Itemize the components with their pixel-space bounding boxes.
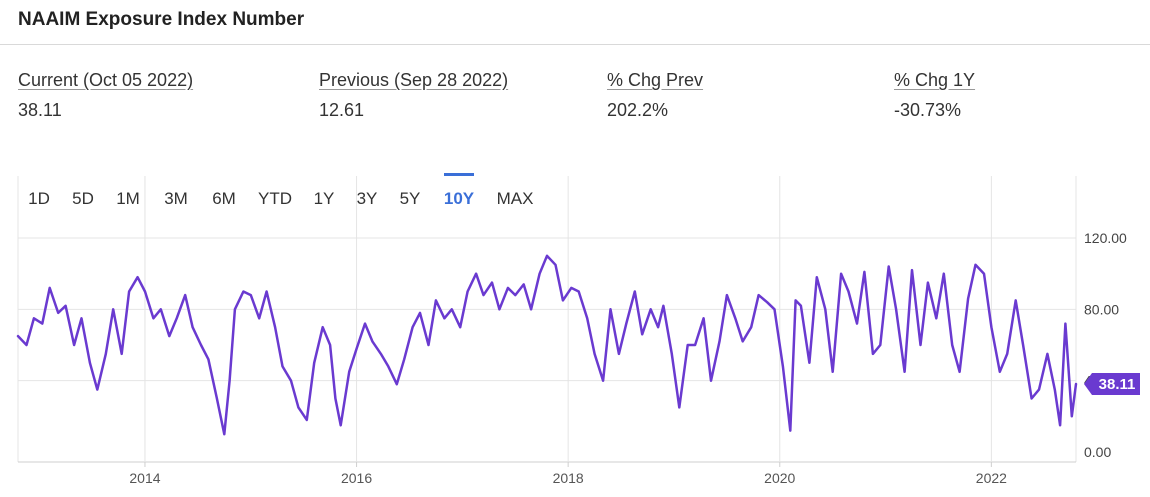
stat-chg-prev: % Chg Prev 202.2%	[607, 70, 703, 121]
range-button-max[interactable]: MAX	[497, 189, 534, 208]
stat-chg-prev-label[interactable]: % Chg Prev	[607, 70, 704, 90]
stat-chg-1y-label[interactable]: % Chg 1Y	[894, 70, 976, 90]
range-button-ytd[interactable]: YTD	[258, 189, 292, 208]
range-button-1d[interactable]: 1D	[28, 189, 50, 208]
range-selector: 1D 5D 1M 3M 6M YTD 1Y 3Y 5Y 10Y MAX	[28, 173, 533, 208]
series-line-0	[16, 254, 1078, 436]
x-tick-label: 2014	[129, 470, 160, 486]
stat-current: Current (Oct 05 2022) 38.11	[18, 70, 193, 121]
range-button-5y[interactable]: 5Y	[400, 189, 421, 208]
x-tick-label: 2020	[764, 470, 795, 486]
stat-chg-1y-value: -30.73%	[894, 100, 962, 120]
last-value-layer: 38.11	[1084, 373, 1140, 396]
stat-chg-prev-value: 202.2%	[607, 100, 669, 120]
range-button-1y[interactable]: 1Y	[314, 189, 335, 208]
x-tick-label: 2016	[341, 470, 372, 486]
stat-previous: Previous (Sep 28 2022) 12.61	[319, 70, 508, 121]
page-title: NAAIM Exposure Index Number	[18, 9, 305, 30]
stat-current-label[interactable]: Current (Oct 05 2022)	[18, 70, 194, 90]
range-button-5d[interactable]: 5D	[72, 189, 94, 208]
stat-previous-label[interactable]: Previous (Sep 28 2022)	[319, 70, 509, 90]
range-button-3m[interactable]: 3M	[164, 189, 188, 208]
x-tick-label: 2022	[976, 470, 1007, 486]
y-tick-label: 80.00	[1084, 301, 1119, 317]
range-button-3y[interactable]: 3Y	[357, 189, 378, 208]
series-layer	[16, 254, 1078, 436]
last-value-label: 38.11	[1099, 376, 1136, 393]
range-button-10y[interactable]: 10Y	[444, 189, 475, 208]
y-tick-label: 0.00	[1084, 444, 1111, 460]
active-range-indicator	[444, 173, 474, 176]
last-value-badge	[1084, 373, 1140, 396]
title-divider	[0, 44, 1150, 45]
range-button-1m[interactable]: 1M	[116, 189, 140, 208]
stat-previous-value: 12.61	[319, 100, 365, 120]
range-button-6m[interactable]: 6M	[212, 189, 236, 208]
stat-current-value: 38.11	[18, 100, 62, 120]
y-tick-label: 120.00	[1084, 230, 1127, 246]
stat-chg-1y: % Chg 1Y -30.73%	[894, 70, 975, 121]
x-tick-label: 2018	[553, 470, 584, 486]
grid-lines	[17, 176, 1077, 467]
